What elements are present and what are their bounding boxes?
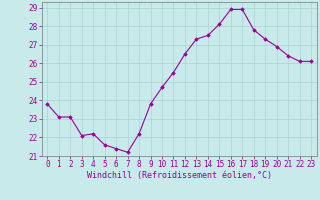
X-axis label: Windchill (Refroidissement éolien,°C): Windchill (Refroidissement éolien,°C) xyxy=(87,171,272,180)
